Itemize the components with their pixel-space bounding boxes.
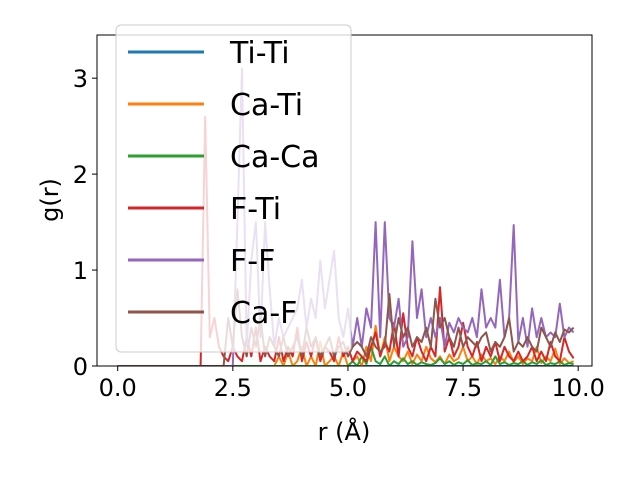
x-tick-label: 7.5 [444, 374, 482, 402]
legend-label-ca-f: Ca-F [230, 296, 297, 331]
series-line-ca-f [117, 288, 575, 366]
x-tick-label: 2.5 [214, 374, 252, 402]
x-tick-label: 0.0 [99, 374, 137, 402]
x-axis-ticks: 0.0 2.5 5.0 7.5 10.0 [99, 366, 605, 402]
y-tick-label: 0 [73, 353, 88, 381]
series-line-ca-ca [117, 345, 574, 366]
y-axis-ticks: 0 1 2 3 [73, 65, 97, 381]
legend-label-ti-ti: Ti-Ti [229, 36, 290, 71]
x-tick-label: 10.0 [551, 374, 604, 402]
legend-label-ca-ti: Ca-Ti [230, 88, 303, 123]
x-tick-label: 5.0 [329, 374, 367, 402]
legend: Ti-Ti Ca-Ti Ca-Ca F-Ti F-F Ca-F [115, 24, 352, 353]
legend-label-f-f: F-F [230, 244, 275, 279]
legend-label-f-ti: F-Ti [230, 192, 281, 227]
y-tick-label: 2 [73, 161, 88, 189]
legend-box [115, 24, 352, 353]
legend-label-ca-ca: Ca-Ca [230, 140, 320, 175]
y-tick-label: 1 [73, 257, 88, 285]
y-axis-label: g(r) [36, 178, 64, 222]
y-tick-label: 3 [73, 65, 88, 93]
x-axis-label: r (Å) [318, 417, 371, 446]
